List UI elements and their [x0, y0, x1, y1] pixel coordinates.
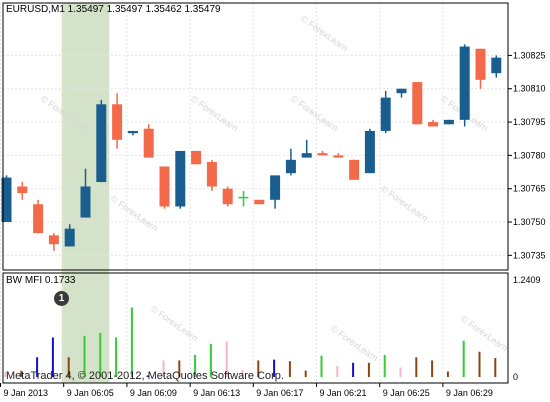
x-tick-label: 9 Jan 06:17: [256, 388, 303, 398]
candle-body: [254, 199, 265, 205]
y-tick-label: 1.2409: [513, 275, 541, 285]
candle-body: [491, 57, 502, 74]
watermark-text: © ForexLearn: [149, 303, 200, 343]
y-tick-label: 1.30825: [513, 50, 546, 60]
y-tick-label: 0: [513, 372, 518, 382]
candle-body: [80, 186, 91, 218]
main-pane-frame: [2, 2, 509, 271]
candle-body: [175, 150, 186, 207]
y-tick-label: 1.30795: [513, 117, 546, 127]
candle-body: [191, 150, 202, 165]
candle-body: [112, 104, 123, 140]
indicator-pane-frame: [2, 272, 509, 384]
x-tick-label: 9 Jan 06:29: [446, 388, 493, 398]
candle-body: [428, 122, 439, 127]
watermark-text: © ForexLearn: [379, 183, 430, 223]
candle-body: [159, 166, 170, 207]
y-tick-label: 1.30810: [513, 84, 546, 94]
x-tick-label: 9 Jan 2013: [4, 388, 49, 398]
candle-body: [270, 175, 281, 200]
candle-body: [349, 159, 360, 180]
candle-body: [222, 188, 233, 205]
candle-body: [364, 130, 375, 174]
x-tick-label: 9 Jan 06:21: [320, 388, 367, 398]
watermark-text: © ForexLearn: [289, 93, 340, 133]
watermark-text: © ForexLearn: [299, 13, 350, 53]
candle-body: [301, 153, 312, 158]
copyright-text: MetaTrader 4, © 2001-2012, MetaQuotes So…: [6, 370, 284, 382]
watermark-text: © ForexLearn: [459, 313, 510, 353]
symbol-info-label: EURUSD,M1 1.35497 1.35497 1.35462 1.3547…: [6, 4, 221, 15]
y-tick-label: 1.30780: [513, 150, 546, 160]
x-tick-label: 9 Jan 06:25: [383, 388, 430, 398]
annotation-marker: 1: [54, 291, 69, 306]
candle-body: [412, 82, 423, 125]
candle-body: [96, 104, 107, 183]
candle-body: [48, 235, 59, 245]
y-tick-label: 1.30765: [513, 184, 546, 194]
watermark-text: © ForexLearn: [109, 193, 160, 233]
x-tick-label: 9 Jan 06:05: [67, 388, 114, 398]
candle-body: [333, 155, 344, 158]
candle-body: [33, 204, 44, 234]
candle-body: [459, 46, 470, 120]
candle-body: [285, 159, 296, 174]
y-tick-label: 1.30735: [513, 250, 546, 260]
candle-body: [64, 228, 75, 247]
watermark-text: © ForexLearn: [189, 93, 240, 133]
candle-body: [380, 97, 391, 131]
candle-body: [143, 128, 154, 158]
indicator-info-label: BW MFI 0.1733: [6, 275, 76, 286]
candle-body: [317, 153, 328, 156]
y-tick-label: 1.30750: [513, 217, 546, 227]
candle-body: [1, 177, 12, 223]
watermark-text: © ForexLearn: [329, 323, 380, 363]
candle-body: [475, 48, 486, 80]
candle-body: [396, 88, 407, 94]
x-tick-label: 9 Jan 06:13: [193, 388, 240, 398]
candle-body: [17, 186, 28, 194]
x-tick-label: 9 Jan 06:09: [130, 388, 177, 398]
candle-body: [127, 130, 138, 134]
candle-body: [206, 162, 217, 187]
candle-body: [443, 119, 454, 125]
